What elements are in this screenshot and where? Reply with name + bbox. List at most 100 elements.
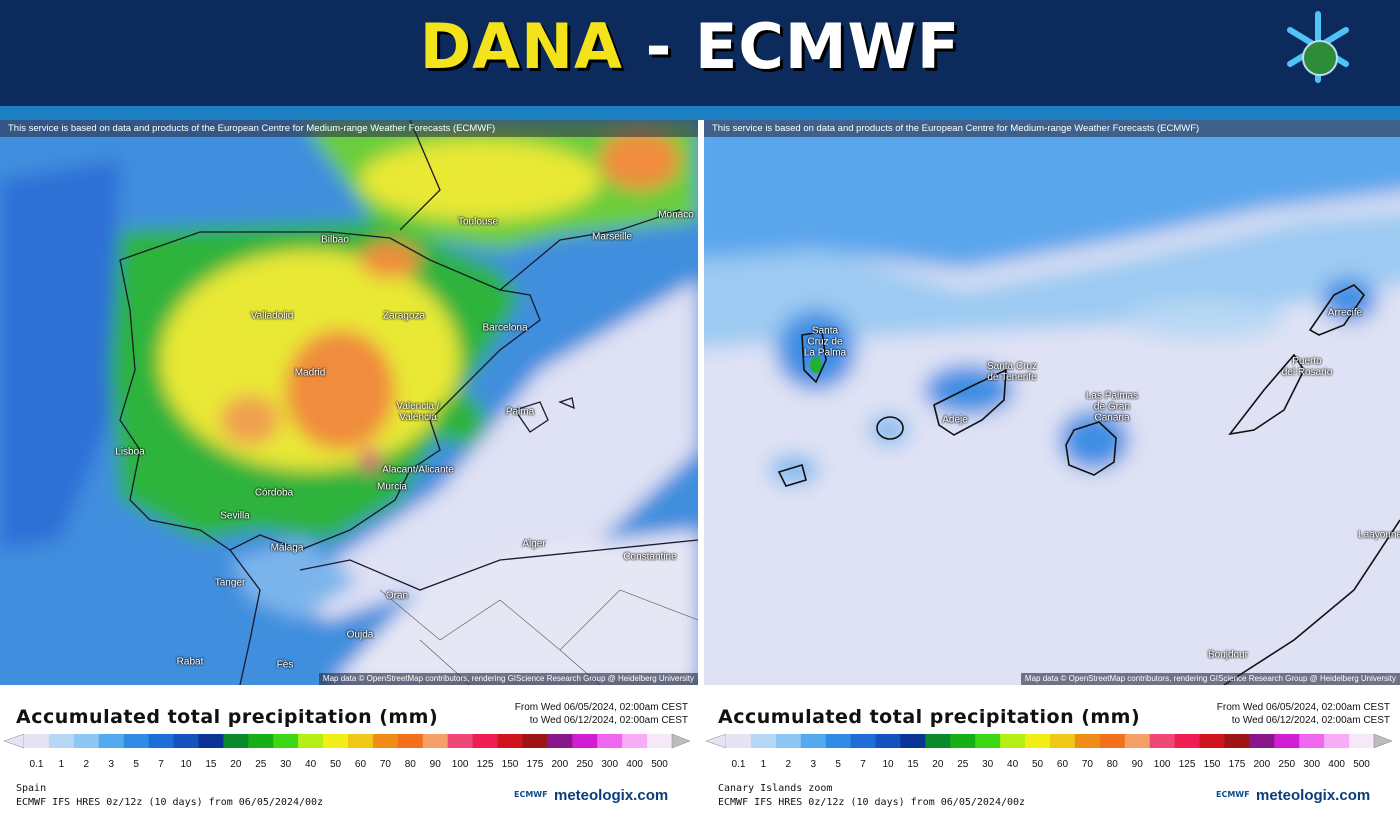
map-canary: This service is based on data and produc… xyxy=(704,120,1400,685)
place-label: Oran xyxy=(385,590,409,602)
scale-label: 300 xyxy=(601,759,619,770)
scale-label: 50 xyxy=(329,759,342,770)
scale-label: 25 xyxy=(255,759,267,770)
scale-cell xyxy=(1050,734,1076,748)
scale-cell xyxy=(223,734,249,748)
scale-label: 100 xyxy=(1153,759,1171,770)
legend-title: Accumulated total precipitation (mm) xyxy=(718,706,1141,728)
scale-cell xyxy=(1224,734,1250,748)
scale-cell xyxy=(825,734,852,748)
place-label: Boujdour xyxy=(1207,649,1249,661)
scale-label: 125 xyxy=(476,759,494,770)
scale-label: 250 xyxy=(1278,759,1296,770)
place-label: Sevilla xyxy=(220,510,250,522)
scale-label: 30 xyxy=(280,759,292,770)
scale-label: 150 xyxy=(501,759,519,770)
place-label: Alacant/Alicante xyxy=(382,464,454,476)
scale-cell xyxy=(522,734,548,748)
scale-cell xyxy=(1099,734,1126,748)
scale-cell xyxy=(48,734,75,748)
scale-label: 50 xyxy=(1031,759,1044,770)
place-label: Valencia / València xyxy=(396,401,440,423)
scale-cell xyxy=(472,734,499,748)
scale-label: 70 xyxy=(379,759,391,770)
place-label: Alger xyxy=(522,538,546,550)
scale-cell xyxy=(1000,734,1026,748)
scale-cell xyxy=(1249,734,1275,748)
scale-label: 250 xyxy=(576,759,594,770)
scale-cell xyxy=(372,734,399,748)
place-label: Rabat xyxy=(176,656,204,668)
scale-cell xyxy=(975,734,1001,748)
scale-label: 3 xyxy=(810,759,816,770)
scale-cell xyxy=(73,734,100,748)
scale-cell xyxy=(497,734,523,748)
scale-cell xyxy=(1324,734,1350,748)
place-label: Tanger xyxy=(214,577,246,589)
map-credit: Map data © OpenStreetMap contributors, r… xyxy=(1020,673,1400,685)
scale-label: 60 xyxy=(1056,759,1069,770)
place-label: Lisboa xyxy=(115,446,145,458)
legend: Accumulated total precipitation (mm) Fro… xyxy=(0,690,696,817)
region: Canary Islands zoom xyxy=(718,783,833,794)
map-credit: Map data © OpenStreetMap contributors, r… xyxy=(318,673,698,685)
scale-cell xyxy=(950,734,976,748)
scale-label: 200 xyxy=(551,759,569,770)
scale-label: 0.1 xyxy=(731,759,746,770)
scale-cell xyxy=(1025,734,1051,748)
scale-cell xyxy=(572,734,598,748)
scale-label: 500 xyxy=(1353,759,1370,770)
scale-cell xyxy=(397,734,424,748)
scale-cell xyxy=(1199,734,1225,748)
place-label: Monaco xyxy=(658,209,694,221)
scale-cell xyxy=(925,734,951,748)
title-separator: - xyxy=(645,10,673,83)
place-label: Puerto del Rosario xyxy=(1281,356,1333,378)
scale-cell xyxy=(1349,734,1375,748)
scale-cell xyxy=(1274,734,1300,748)
scale-cell xyxy=(273,734,299,748)
scale-label: 7 xyxy=(158,759,164,770)
scale-label: 90 xyxy=(429,759,441,770)
scale-label: 5 xyxy=(133,759,139,770)
scale-cell xyxy=(1299,734,1325,748)
color-scale xyxy=(706,734,1393,749)
scale-label: 2 xyxy=(785,759,792,770)
scale-label: 10 xyxy=(180,759,192,770)
scale-cell xyxy=(98,734,125,748)
scale-label: 3 xyxy=(108,759,114,770)
place-label: Málaga xyxy=(270,542,304,554)
scale-cell xyxy=(198,734,224,748)
legend-title: Accumulated total precipitation (mm) xyxy=(16,706,439,728)
scale-cell xyxy=(1149,734,1176,748)
meteologix-logo: meteologix.com xyxy=(1256,787,1371,804)
place-label: Bilbao xyxy=(321,234,349,246)
scale-label: 400 xyxy=(626,759,643,770)
scale-label: 100 xyxy=(451,759,469,770)
scale-label: 40 xyxy=(305,759,317,770)
place-label: Murcia xyxy=(376,481,408,493)
scale-label: 175 xyxy=(1228,759,1246,770)
scale-label: 1 xyxy=(58,759,65,770)
scale-cell xyxy=(422,734,449,748)
scale-label: 500 xyxy=(651,759,668,770)
model: ECMWF IFS HRES 0z/12z (10 days) from 06/… xyxy=(718,797,1026,808)
place-label: Toulouse xyxy=(457,216,499,228)
meteologix-logo: meteologix.com xyxy=(554,787,669,804)
scale-label: 1 xyxy=(760,759,767,770)
place-label: Adeje xyxy=(942,414,968,426)
scale-label: 25 xyxy=(957,759,969,770)
scale-cell xyxy=(1124,734,1151,748)
place-label: Córdoba xyxy=(254,487,294,499)
scale-cell xyxy=(750,734,777,748)
model: ECMWF IFS HRES 0z/12z (10 days) from 06/… xyxy=(16,797,324,808)
map-spain: This service is based on data and produc… xyxy=(0,120,698,685)
scale-label: 20 xyxy=(932,759,944,770)
date-from: From Wed 06/05/2024, 02:00am CEST xyxy=(1216,702,1390,713)
scale-cell xyxy=(24,734,50,748)
scale-cell xyxy=(622,734,648,748)
scale-cell xyxy=(726,734,752,748)
header: DANA - ECMWF xyxy=(0,0,1400,106)
place-label: Las Palmas de Gran Canaria xyxy=(1085,390,1139,424)
place-label: Constantine xyxy=(623,551,677,563)
